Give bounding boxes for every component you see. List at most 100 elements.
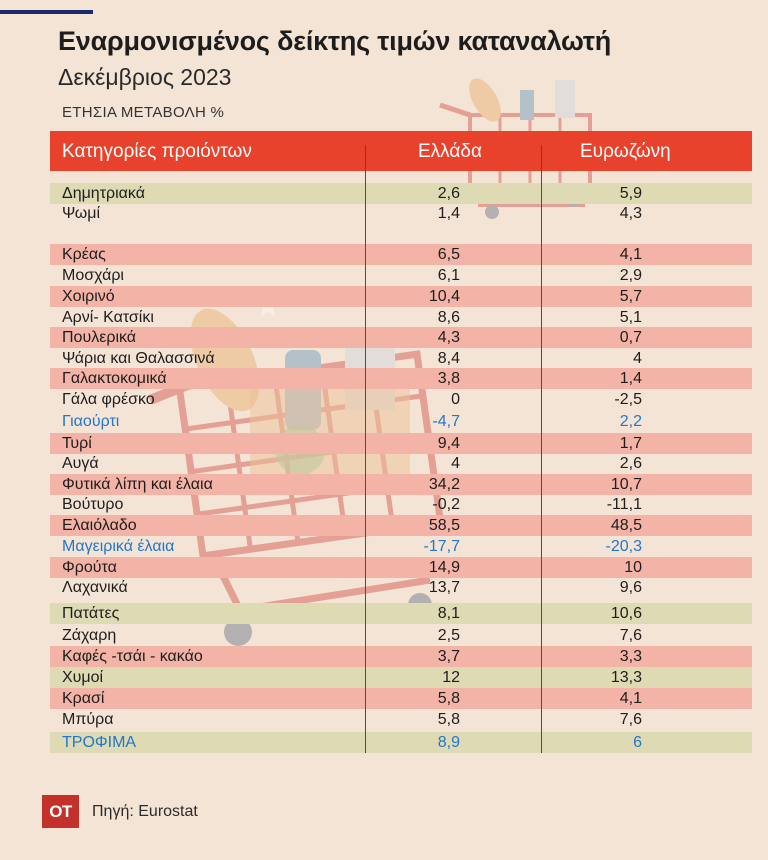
value-greece: 12 (442, 669, 460, 686)
value-greece: 8,1 (437, 605, 460, 622)
value-eurozone: 1,7 (619, 435, 642, 452)
value-eurozone: 4,1 (619, 246, 642, 263)
value-eurozone: 4 (633, 350, 642, 367)
row-label: Καφές -τσάι - κακάο (62, 648, 203, 665)
table-row: Μοσχάρι 6,1 2,9 (50, 265, 752, 286)
value-eurozone: 3,3 (619, 648, 642, 665)
table-row: Δημητριακά 2,6 5,9 (50, 183, 752, 204)
table-row: Χυμοί 12 13,3 (50, 667, 752, 688)
value-greece: 14,9 (428, 559, 460, 576)
row-label: Πουλερικά (62, 329, 137, 346)
table-row: Μαγειρικά έλαια -17,7 -20,3 (50, 536, 752, 557)
value-eurozone: 5,7 (619, 288, 642, 305)
value-greece: 8,6 (437, 309, 460, 326)
row-label: Βούτυρο (62, 496, 124, 513)
value-greece: 9,4 (437, 435, 460, 452)
table-row: Ψάρια και Θαλασσινά 8,4 4 (50, 348, 752, 369)
top-accent-line (0, 10, 93, 14)
value-greece: -17,7 (423, 538, 460, 555)
row-label: Ζάχαρη (62, 627, 117, 644)
value-eurozone: -20,3 (605, 538, 642, 555)
row-label: Γαλακτοκομικά (62, 370, 167, 387)
table-row: Γιαούρτι -4,7 2,2 (50, 411, 752, 432)
unit-label: ΕΤΗΣΙΑ ΜΕΤΑΒΟΛΗ % (62, 104, 225, 121)
value-greece: 2,5 (437, 627, 460, 644)
row-label: Χοιρινό (62, 288, 115, 305)
row-label: Γιαούρτι (62, 413, 120, 430)
value-eurozone: 4,1 (619, 690, 642, 707)
value-greece: 5,8 (437, 690, 460, 707)
table-row: Ψωμί 1,4 4,3 (50, 203, 752, 224)
value-eurozone: 10,6 (610, 605, 642, 622)
row-label: ΤΡΟΦΙΜΑ (62, 734, 137, 751)
column-divider (541, 145, 542, 753)
value-greece: 2,6 (437, 185, 460, 202)
table-row: Φυτικά λίπη και έλαια 34,2 10,7 (50, 474, 752, 495)
value-eurozone: 4,3 (619, 205, 642, 222)
row-label: Ελαιόλαδο (62, 517, 137, 534)
table-row: Γαλακτοκομικά 3,8 1,4 (50, 368, 752, 389)
table-row: Αρνί- Κατσίκι 8,6 5,1 (50, 307, 752, 328)
table-row: Τυρί 9,4 1,7 (50, 433, 752, 454)
row-label: Μαγειρικά έλαια (62, 538, 175, 555)
row-label: Μοσχάρι (62, 267, 124, 284)
value-eurozone: 6 (633, 734, 642, 751)
ot-logo: OT (42, 795, 79, 828)
table-row: Κρέας 6,5 4,1 (50, 244, 752, 265)
value-eurozone: -2,5 (614, 391, 642, 408)
page-subtitle: Δεκέμβριος 2023 (58, 64, 232, 90)
row-label: Πατάτες (62, 605, 120, 622)
value-greece: 5,8 (437, 711, 460, 728)
row-label: Τυρί (62, 435, 92, 452)
value-eurozone: 7,6 (619, 711, 642, 728)
row-label: Ψάρια και Θαλασσινά (62, 350, 215, 367)
table-row: Ελαιόλαδο 58,5 48,5 (50, 515, 752, 536)
value-eurozone: 10,7 (610, 476, 642, 493)
value-eurozone: 0,7 (619, 329, 642, 346)
table-row: Μπύρα 5,8 7,6 (50, 709, 752, 730)
value-greece: 34,2 (428, 476, 460, 493)
row-label: Αυγά (62, 455, 99, 472)
value-greece: 4 (451, 455, 460, 472)
table-row: ΤΡΟΦΙΜΑ 8,9 6 (50, 732, 752, 753)
source-note: Πηγή: Eurostat (92, 803, 198, 820)
value-greece: 6,1 (437, 267, 460, 284)
column-header-eurozone: Ευρωζώνη (580, 141, 671, 162)
row-label: Ψωμί (62, 205, 101, 222)
row-label: Λαχανικά (62, 579, 128, 596)
row-label: Δημητριακά (62, 185, 145, 202)
value-greece: 8,9 (437, 734, 460, 751)
value-eurozone: 5,9 (619, 185, 642, 202)
value-eurozone: 1,4 (619, 370, 642, 387)
column-divider (365, 145, 366, 753)
table-row: Πατάτες 8,1 10,6 (50, 603, 752, 624)
value-eurozone: 9,6 (619, 579, 642, 596)
value-greece: 3,7 (437, 648, 460, 665)
table-row: Κρασί 5,8 4,1 (50, 688, 752, 709)
value-eurozone: 5,1 (619, 309, 642, 326)
row-label: Κρασί (62, 690, 105, 707)
row-label: Μπύρα (62, 711, 114, 728)
row-label: Χυμοί (62, 669, 104, 686)
value-greece: 1,4 (437, 205, 460, 222)
value-greece: 13,7 (428, 579, 460, 596)
value-greece: -0,2 (432, 496, 460, 513)
table-row: Ζάχαρη 2,5 7,6 (50, 625, 752, 646)
value-greece: 10,4 (428, 288, 460, 305)
value-greece: 3,8 (437, 370, 460, 387)
row-label: Αρνί- Κατσίκι (62, 309, 154, 326)
value-greece: 4,3 (437, 329, 460, 346)
value-greece: 58,5 (428, 517, 460, 534)
value-greece: -4,7 (432, 413, 460, 430)
table-row: Καφές -τσάι - κακάο 3,7 3,3 (50, 646, 752, 667)
value-greece: 0 (451, 391, 460, 408)
value-eurozone: 7,6 (619, 627, 642, 644)
table-row: Αυγά 4 2,6 (50, 453, 752, 474)
table-header: Κατηγορίες προιόντων Ελλάδα Ευρωζώνη (50, 131, 752, 171)
table-row: Λαχανικά 13,7 9,6 (50, 577, 752, 598)
value-eurozone: 13,3 (610, 669, 642, 686)
table-row: Χοιρινό 10,4 5,7 (50, 286, 752, 307)
value-eurozone: 10 (624, 559, 642, 576)
value-eurozone: 48,5 (610, 517, 642, 534)
value-greece: 8,4 (437, 350, 460, 367)
